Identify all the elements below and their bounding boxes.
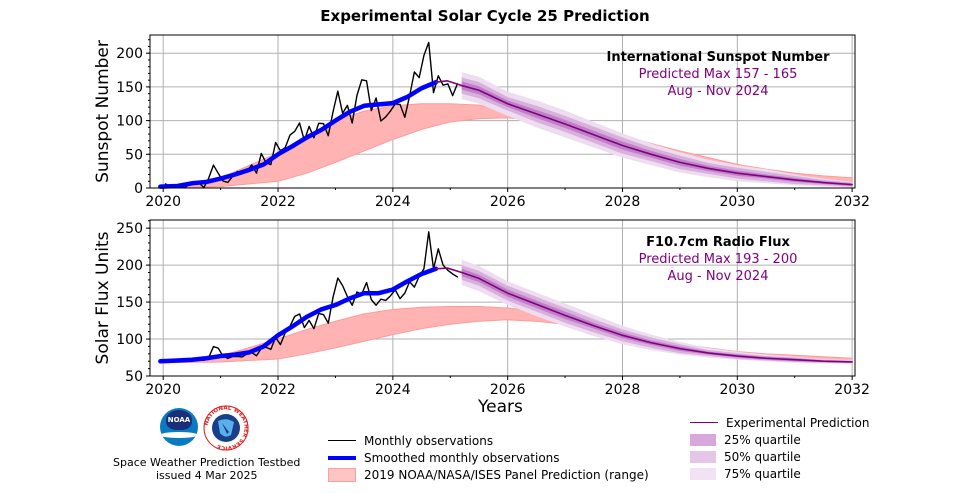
x-tick-label: 2020 [145, 194, 181, 210]
x-tick-label: 2024 [375, 194, 411, 210]
axes-frame [149, 34, 856, 189]
panel-sunspot: 2020 2022 2024 2026 2028 2030 2032 0 50 100 150 200… [93, 34, 870, 210]
legend-monthly: Monthly observations [328, 432, 493, 449]
annotation-predicted-max: Predicted Max 157 - 165 [639, 67, 798, 82]
annotation-title: F10.7cm Radio Flux [646, 235, 790, 250]
legend-monthly-label: Monthly observations [364, 433, 494, 448]
monthly-observations-line [164, 41, 459, 189]
smoothed-observations-line [158, 266, 439, 364]
issued-date: issued 4 Mar 2025 [156, 469, 258, 482]
panel-range-swatch [328, 467, 356, 482]
monthly-observations-line [164, 231, 459, 363]
axes-frame [149, 219, 856, 377]
prediction-line-swatch [690, 422, 718, 423]
annotation-predicted-max: Predicted Max 193 - 200 [639, 252, 798, 267]
x-tick-label: 2032 [834, 382, 870, 398]
y-tick-label: 200 [116, 258, 143, 274]
smoothed-observations-line [158, 79, 439, 189]
x-axis-label: Years [478, 397, 523, 417]
x-tick-label: 2020 [145, 382, 181, 398]
y-tick-label: 0 [134, 181, 143, 197]
q50-swatch [690, 450, 716, 463]
legend-panel: 2019 NOAA/NASA/ISES Panel Prediction (ra… [328, 466, 649, 483]
legend-q75-label: 75% quartile [724, 466, 801, 481]
legend-q75: 75% quartile [690, 465, 801, 482]
legend-q50-label: 50% quartile [724, 449, 801, 464]
y-tick-label: 250 [116, 221, 143, 237]
q25-swatch [690, 433, 716, 446]
chart-title: Experimental Solar Cycle 25 Prediction [320, 7, 650, 25]
x-tick-label: 2022 [260, 382, 296, 398]
legend-q25-label: 25% quartile [724, 432, 801, 447]
y-axis-label: Solar Flux Units [93, 231, 113, 364]
y-tick-label: 150 [116, 295, 143, 311]
x-tick-label: 2030 [719, 194, 755, 210]
y-tick-label: 200 [116, 46, 143, 62]
legend-panel-label: 2019 NOAA/NASA/ISES Panel Prediction (ra… [364, 467, 649, 482]
annotation-date-range: Aug - Nov 2024 [668, 84, 769, 99]
nws-logo: NATIONAL WEATHER SERVICE [203, 405, 249, 451]
y-axis-label: Sunspot Number [93, 40, 113, 183]
q75-swatch [690, 467, 716, 480]
panel-flux: 2020 2022 2024 2026 2028 2030 2032 50 100 150 200 2… [93, 219, 870, 398]
quartile-50-band [461, 77, 853, 187]
x-tick-label: 2024 [375, 382, 411, 398]
legend-prediction: Experimental Prediction [690, 414, 869, 431]
plot-area: 2020 2022 2024 2026 2028 2030 2032 0 50 100 150 200… [93, 34, 870, 398]
y-tick-label: 100 [116, 114, 143, 130]
x-tick-label: 2022 [260, 194, 296, 210]
legend-smoothed: Smoothed monthly observations [328, 449, 560, 466]
y-tick-label: 50 [125, 369, 143, 385]
legend-q50: 50% quartile [690, 448, 801, 465]
x-tick-label: 2032 [834, 194, 870, 210]
x-tick-label: 2028 [605, 382, 641, 398]
x-tick-label: 2028 [605, 194, 641, 210]
x-tick-label: 2026 [490, 382, 526, 398]
org-name: Space Weather Prediction Testbed [113, 456, 301, 469]
y-tick-label: 150 [116, 80, 143, 96]
legend-q25: 25% quartile [690, 431, 801, 448]
y-tick-label: 50 [125, 147, 143, 163]
quartile-75-band [461, 72, 853, 188]
experimental-prediction-line [435, 80, 853, 186]
smoothed-line-swatch [328, 455, 356, 460]
annotation-title: International Sunspot Number [607, 50, 831, 65]
noaa-logo: NOAA [160, 408, 198, 446]
x-tick-label: 2030 [719, 382, 755, 398]
legend-prediction-label: Experimental Prediction [726, 415, 870, 430]
y-tick-label: 100 [116, 332, 143, 348]
legend-smoothed-label: Smoothed monthly observations [364, 450, 560, 465]
annotation-date-range: Aug - Nov 2024 [668, 269, 769, 284]
experimental-prediction-line [435, 267, 853, 363]
x-tick-label: 2026 [490, 194, 526, 210]
monthly-line-swatch [328, 440, 356, 441]
noaa-logo-text: NOAA [166, 410, 192, 430]
